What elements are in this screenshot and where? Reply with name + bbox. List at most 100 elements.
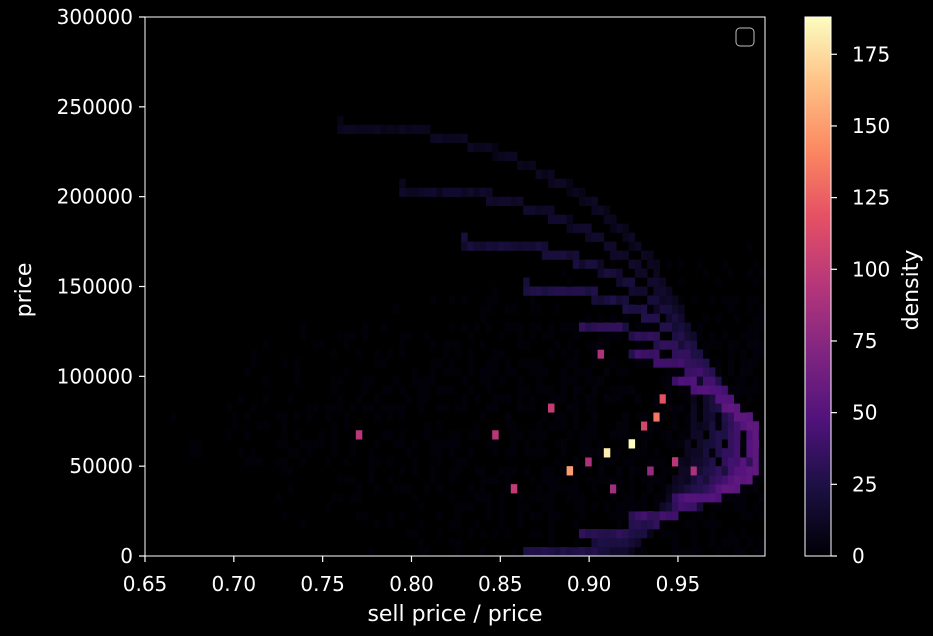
heatmap-cell [287,484,295,494]
heatmap-cell [424,187,431,197]
heatmap-cell [554,250,561,260]
heatmap-cell [572,358,580,368]
heatmap-cell [752,385,760,395]
heatmap-cell [659,466,667,476]
heatmap-cell [492,394,499,404]
heatmap-cell [628,439,636,449]
heatmap-cell [690,457,698,467]
heatmap-cell [678,475,685,485]
heatmap-cell [430,187,437,197]
heatmap-cell [740,448,747,458]
heatmap-cell [566,430,574,440]
heatmap-cell [399,430,406,440]
heatmap-cell [696,448,704,458]
heatmap-cell [535,385,543,395]
heatmap-cell [455,349,462,359]
heatmap-cell [380,403,388,413]
heatmap-cell [554,547,561,556]
heatmap-cell [684,466,691,476]
heatmap-cell [535,484,543,494]
heatmap-cell [672,367,679,377]
x-axis-label: sell price / price [367,602,542,627]
heatmap-cell [665,430,673,440]
heatmap-cell [740,376,747,386]
heatmap-cell [473,430,481,440]
heatmap-cell [386,475,394,485]
heatmap-cell [665,367,673,377]
heatmap-cell [560,286,567,296]
heatmap-cell [337,394,344,404]
legend-box[interactable] [735,27,755,47]
heatmap-cell [467,367,474,377]
heatmap-cell [548,250,555,260]
heatmap-cell [690,475,698,485]
heatmap-cell [703,475,710,485]
heatmap-cell [622,457,629,467]
heatmap-cell [647,511,654,521]
heatmap-cell [591,358,598,368]
heatmap-cell [659,493,667,503]
heatmap-cell [690,340,698,350]
heatmap-cell [386,385,394,395]
heatmap-cell [529,205,536,215]
heatmap-cell [721,484,729,494]
heatmap-cell [715,448,722,458]
heatmap-cell [244,367,251,377]
heatmap-cell [659,358,667,368]
heatmap-cell [672,295,679,305]
heatmap-cell [560,367,567,377]
heatmap-cell [628,520,636,530]
heatmap-cell [548,538,555,548]
heatmap-cell [616,448,623,458]
heatmap-cell [405,124,412,135]
heatmap-cell [510,547,518,556]
heatmap-cell [399,340,406,350]
heatmap-cell [696,376,704,386]
heatmap-cell [758,268,765,278]
heatmap-cell [393,439,400,449]
heatmap-cell [417,124,425,135]
heatmap-cell [678,259,685,269]
heatmap-cell [486,385,493,395]
heatmap-cell [610,457,617,467]
x-tick-label: 0.80 [389,572,434,596]
heatmap-cell [678,313,685,323]
heatmap-cell [597,340,605,350]
heatmap-cell [560,268,567,278]
heatmap-cell [758,493,765,503]
heatmap-cell [386,511,394,521]
heatmap-cell [734,502,741,512]
heatmap-cell [585,286,592,296]
heatmap-cell [386,403,394,413]
heatmap-cell [672,349,679,359]
heatmap-cell [548,421,555,431]
heatmap-cell [169,412,177,422]
heatmap-cell [492,241,499,251]
heatmap-cell [579,529,586,539]
heatmap-cell [510,241,518,251]
heatmap-cell [510,439,518,449]
heatmap-cell [362,511,369,521]
heatmap-cell [672,439,679,449]
heatmap-cell [535,547,543,556]
heatmap-cell [560,322,567,332]
heatmap-cell [672,457,679,467]
heatmap-cell [752,277,760,287]
heatmap-cell [727,358,735,368]
heatmap-cell [715,421,722,431]
heatmap-cell [504,358,512,368]
heatmap-cell [256,457,264,467]
heatmap-cell [579,385,586,395]
heatmap-cell [597,232,605,242]
heatmap-cell [647,430,654,440]
heatmap-cell [399,331,406,341]
heatmap-cell [411,457,419,467]
heatmap-cell [510,367,518,377]
heatmap-cell [399,403,406,413]
heatmap-cell [405,187,412,197]
heatmap-cell [517,511,524,521]
heatmap-cell [529,304,536,314]
heatmap-cell [641,412,648,422]
heatmap-cell [684,448,691,458]
heatmap-cell [572,547,580,556]
